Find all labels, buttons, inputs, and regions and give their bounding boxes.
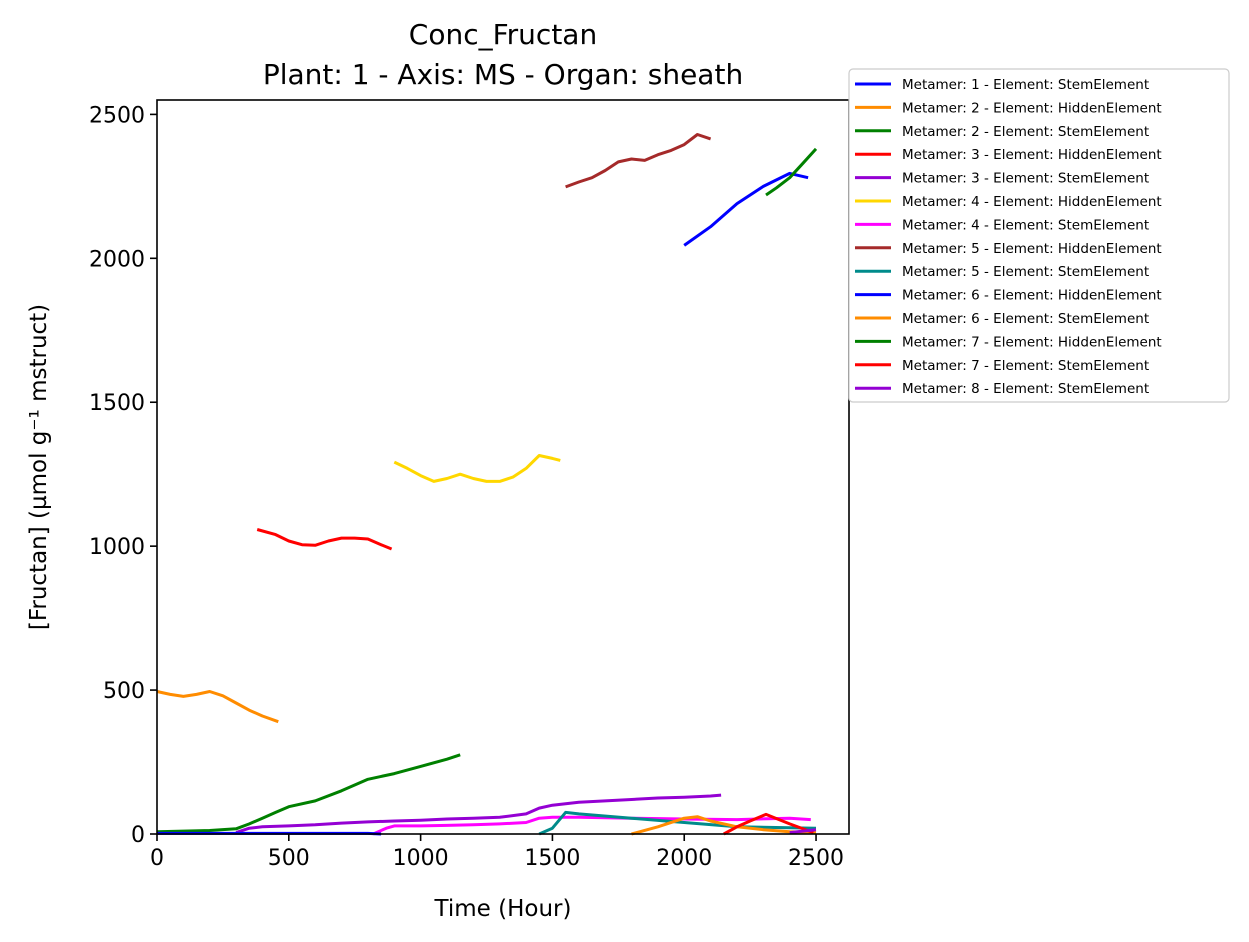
- series-line-8: [565, 133, 712, 189]
- legend-label-14: Metamer: 8 - Element: StemElement: [902, 381, 1149, 397]
- y-tick-label-1: 500: [103, 679, 145, 704]
- series-line-6: [393, 454, 561, 483]
- y-tick-label-2: 1000: [89, 535, 145, 560]
- chart-title: Conc_Fructan: [409, 18, 597, 51]
- y-axis-ticks: 0 500 1000 1500 2000 2500: [89, 103, 157, 848]
- y-axis-label: [Fructan] (µmol g⁻¹ mstruct): [26, 304, 52, 630]
- x-tick-label-1: 500: [268, 846, 310, 871]
- legend-label-9: Metamer: 5 - Element: StemElement: [902, 264, 1149, 280]
- plot-frame: [156, 99, 850, 835]
- legend-label-3: Metamer: 2 - Element: StemElement: [902, 124, 1149, 140]
- legend-label-6: Metamer: 4 - Element: HiddenElement: [902, 194, 1162, 210]
- series-line-2: [156, 690, 279, 724]
- legend-label-10: Metamer: 6 - Element: HiddenElement: [902, 288, 1162, 304]
- x-tick-label-4: 2000: [656, 846, 712, 871]
- legend-label-8: Metamer: 5 - Element: HiddenElement: [902, 241, 1162, 257]
- x-tick-label-2: 1000: [393, 846, 449, 871]
- chart-subtitle: Plant: 1 - Axis: MS - Organ: sheath: [263, 58, 743, 91]
- legend-label-5: Metamer: 3 - Element: StemElement: [902, 171, 1149, 187]
- legend: Metamer: 1 - Element: StemElement Metamer…: [848, 68, 1230, 403]
- series-line-7: [372, 815, 811, 836]
- legend-frame: [848, 68, 1230, 403]
- series-line-1: [683, 171, 809, 247]
- x-axis-label: Time (Hour): [434, 896, 572, 922]
- x-tick-label-0: 0: [150, 846, 164, 871]
- legend-label-12: Metamer: 7 - Element: HiddenElement: [902, 334, 1162, 350]
- legend-label-13: Metamer: 7 - Element: StemElement: [902, 358, 1149, 374]
- series-line-13: [723, 812, 814, 836]
- series-line-12: [765, 147, 818, 197]
- plot-series: [156, 133, 818, 836]
- x-tick-label-5: 2500: [788, 846, 844, 871]
- y-tick-label-3: 1500: [89, 391, 145, 416]
- legend-label-2: Metamer: 2 - Element: HiddenElement: [902, 100, 1162, 116]
- series-line-4: [256, 528, 393, 551]
- series-line-5: [235, 793, 722, 835]
- y-tick-label-4: 2000: [89, 247, 145, 272]
- series-line-14: [789, 828, 817, 835]
- legend-label-11: Metamer: 6 - Element: StemElement: [902, 311, 1149, 327]
- series-line-11: [631, 815, 817, 836]
- x-tick-label-3: 1500: [524, 846, 580, 871]
- y-tick-label-5: 2500: [89, 103, 145, 128]
- series-line-9: [538, 810, 817, 836]
- legend-label-7: Metamer: 4 - Element: StemElement: [902, 217, 1149, 233]
- legend-label-4: Metamer: 3 - Element: HiddenElement: [902, 147, 1162, 163]
- series-line-3: [156, 753, 461, 834]
- legend-label-1: Metamer: 1 - Element: StemElement: [902, 77, 1149, 93]
- x-axis-ticks: 0 500 1000 1500 2000 2500: [150, 834, 844, 871]
- y-tick-label-0: 0: [131, 823, 145, 848]
